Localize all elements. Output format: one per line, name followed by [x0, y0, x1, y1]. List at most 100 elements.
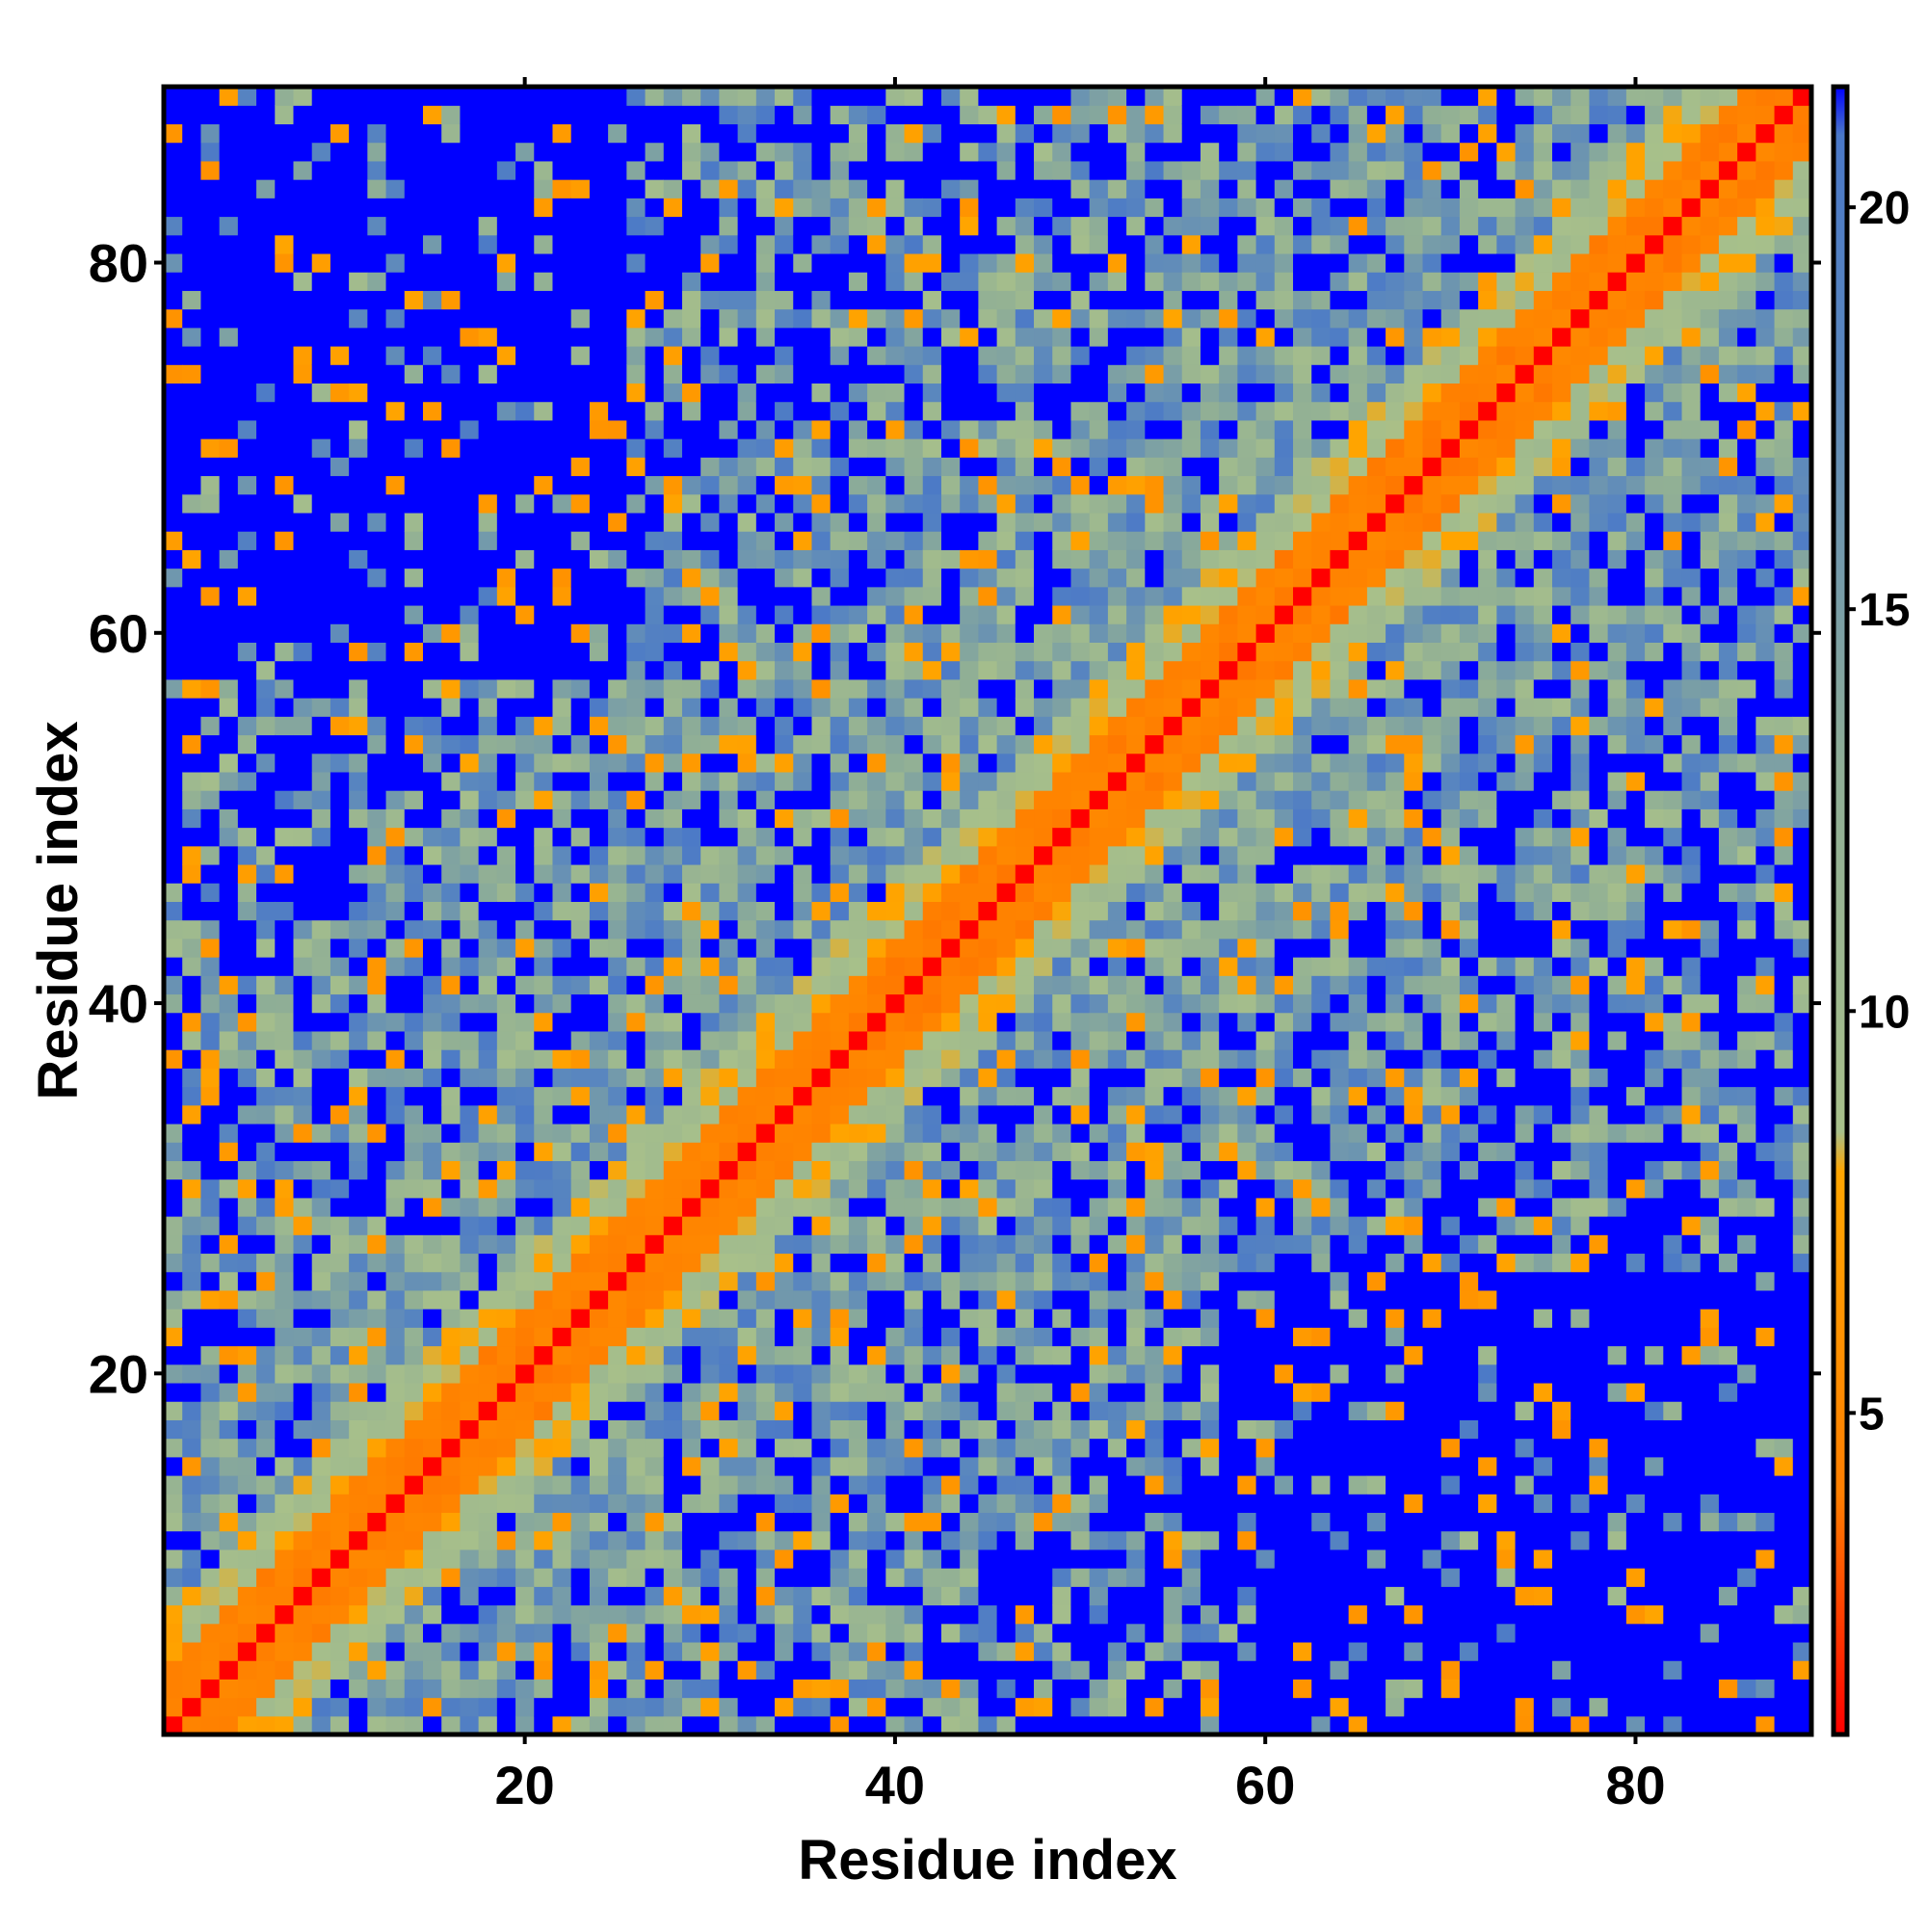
heatmap-cell [164, 1234, 183, 1255]
heatmap-cell [1089, 493, 1109, 514]
heatmap-cell [219, 1253, 239, 1273]
heatmap-cell [1126, 1309, 1146, 1328]
heatmap-cell [570, 1197, 591, 1217]
heatmap-cell [830, 308, 850, 329]
heatmap-cell [1163, 901, 1183, 921]
heatmap-cell [1070, 549, 1091, 569]
heatmap-cell [570, 1586, 591, 1606]
heatmap-cell [1107, 586, 1127, 606]
heatmap-cell [534, 1475, 554, 1495]
heatmap-cell [552, 753, 572, 773]
heatmap-cell [441, 1604, 462, 1625]
heatmap-cell [570, 549, 591, 569]
heatmap-cell [570, 1494, 591, 1514]
heatmap-cell [256, 308, 276, 329]
heatmap-cell [700, 1568, 720, 1587]
heatmap-cell [811, 827, 832, 847]
heatmap-cell [441, 790, 462, 809]
heatmap-cell [534, 327, 554, 347]
heatmap-cell [940, 419, 961, 439]
heatmap-cell [811, 993, 832, 1014]
heatmap-cell [367, 586, 387, 606]
heatmap-cell [755, 1289, 776, 1310]
heatmap-cell [1145, 198, 1165, 218]
heatmap-cell [589, 1494, 609, 1514]
heatmap-cell [478, 345, 498, 365]
heatmap-cell [978, 1641, 998, 1661]
heatmap-cell [422, 493, 442, 514]
heatmap-cell [1052, 734, 1072, 754]
heatmap-cell [626, 1456, 647, 1476]
heatmap-cell [700, 1697, 720, 1717]
heatmap-cell [1107, 272, 1127, 291]
heatmap-cell [237, 438, 257, 458]
heatmap-cell [404, 1623, 424, 1643]
heatmap-cell [626, 438, 647, 458]
heatmap-cell [460, 1586, 480, 1606]
heatmap-cell [200, 105, 221, 125]
heatmap-cell [608, 1456, 627, 1476]
heatmap-cell [367, 1289, 387, 1310]
heatmap-cell [1163, 290, 1183, 310]
heatmap-cell [663, 1068, 683, 1088]
heatmap-cell [182, 604, 202, 624]
heatmap-cell [1070, 142, 1091, 162]
heatmap-cell [922, 1142, 942, 1161]
heatmap-cell [515, 1104, 535, 1125]
heatmap-cell [904, 1586, 924, 1606]
heatmap-cell [367, 1049, 387, 1069]
heatmap-cell [737, 198, 757, 218]
heatmap-cell [1126, 660, 1146, 680]
heatmap-cell [663, 1586, 683, 1606]
heatmap-cell [422, 845, 442, 865]
heatmap-cell [182, 308, 202, 329]
heatmap-cell [496, 1178, 516, 1199]
heatmap-cell [885, 957, 906, 976]
heatmap-cell [626, 1475, 647, 1495]
heatmap-cell [534, 1512, 554, 1532]
heatmap-cell [1163, 252, 1183, 273]
heatmap-cell [311, 642, 331, 662]
heatmap-cell [1052, 1068, 1072, 1088]
heatmap-cell [182, 1548, 202, 1569]
heatmap-cell [755, 1715, 776, 1735]
heatmap-cell [182, 1345, 202, 1365]
heatmap-cell [1107, 1178, 1127, 1199]
heatmap-cell [534, 198, 554, 218]
heatmap-cell [275, 512, 295, 532]
heatmap-cell [1070, 308, 1091, 329]
heatmap-cell [663, 1623, 683, 1643]
heatmap-cell [885, 87, 906, 106]
heatmap-cell [237, 252, 257, 273]
heatmap-cell [330, 1363, 350, 1384]
heatmap-cell [589, 827, 609, 847]
heatmap-cell [367, 1178, 387, 1199]
heatmap-cell [367, 863, 387, 884]
heatmap-cell [996, 1494, 1016, 1514]
heatmap-cell [922, 1363, 942, 1384]
heatmap-cell [404, 1049, 424, 1069]
heatmap-cell [237, 790, 257, 809]
heatmap-cell [460, 734, 480, 754]
heatmap-cell [960, 142, 979, 162]
heatmap-cell [330, 716, 350, 736]
heatmap-cell [164, 883, 183, 902]
heatmap-cell [1126, 142, 1146, 162]
heatmap-cell [1163, 993, 1183, 1014]
heatmap-cell [589, 1271, 609, 1291]
heatmap-cell [700, 252, 720, 273]
heatmap-cell [1015, 827, 1035, 847]
heatmap-cell [330, 1271, 350, 1291]
heatmap-cell [330, 753, 350, 773]
heatmap-cell [1089, 1012, 1109, 1032]
heatmap-cell [589, 1363, 609, 1384]
heatmap-cell [311, 1309, 331, 1328]
heatmap-cell [478, 938, 498, 958]
heatmap-cell [1089, 234, 1109, 254]
heatmap-cell [164, 216, 183, 236]
heatmap-cell [867, 1030, 886, 1050]
heatmap-cell [737, 1660, 757, 1680]
heatmap-cell [515, 660, 535, 680]
heatmap-cell [922, 1697, 942, 1717]
heatmap-cell [385, 105, 406, 125]
